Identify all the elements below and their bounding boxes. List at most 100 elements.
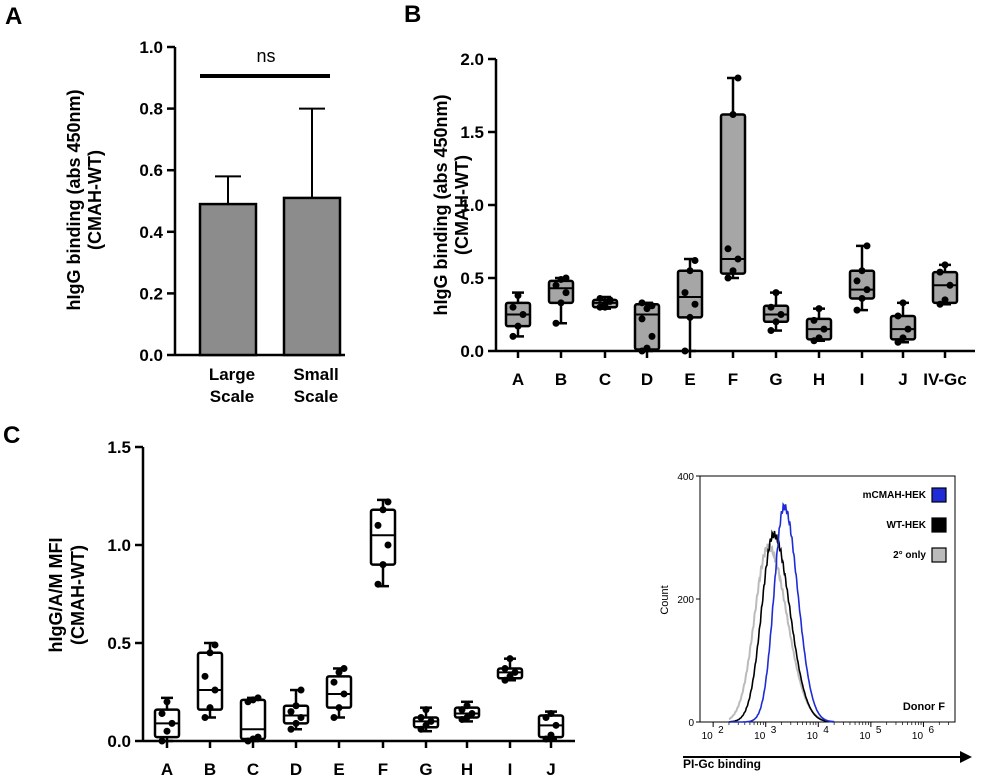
panel-c-data-point	[330, 713, 338, 721]
panel-c-category-label: A	[161, 760, 173, 778]
panel-a-ytick-label: 1.0	[139, 38, 163, 57]
panel-c-data-point	[201, 672, 209, 680]
panel-c-ytick-label: 0.5	[107, 634, 131, 653]
histogram-donor-label: Donor F	[903, 701, 945, 713]
panel-c-category-label: J	[546, 760, 555, 778]
histogram-arrow-head	[960, 751, 972, 763]
histogram-xtick-label: 10	[702, 731, 714, 742]
panel-a-bar	[198, 202, 258, 357]
panel-c-data-point	[547, 710, 555, 718]
panel-c-ytick-label: 1.5	[107, 438, 131, 457]
panel-a-chart: hIgG binding (abs 450nm) (CMAH-WT) ns 0.…	[64, 38, 345, 406]
histogram-legend-label: mCMAH-HEK	[863, 490, 927, 501]
panel-b-data-point	[815, 334, 823, 342]
panel-c-data-point	[340, 690, 348, 698]
panel-c-data-point	[427, 717, 435, 725]
panel-c-ylabel-2: (CMAH-WT)	[68, 545, 88, 645]
histogram-xtick-exponent: 6	[928, 725, 934, 736]
histogram-series-line	[728, 529, 835, 723]
panel-c-data-point	[206, 649, 214, 657]
panel-b-data-point	[820, 325, 828, 333]
panel-c-data-point	[211, 641, 219, 649]
panel-c-data-point	[506, 655, 514, 663]
panel-c-category-label: F	[378, 760, 388, 778]
panel-b-category-label: IV-Gc	[923, 370, 966, 389]
panel-b-data-point	[562, 274, 570, 282]
panel-c-data-point	[158, 710, 166, 718]
panel-a-ytick-label: 0.2	[139, 284, 163, 303]
histogram-xtick-exponent: 5	[876, 725, 882, 736]
panel-c-data-point	[417, 725, 425, 733]
panel-c-data-point	[158, 737, 166, 745]
panel-b-data-point	[734, 74, 742, 82]
panel-b-ytick-label: 1.0	[460, 196, 484, 215]
panel-b-category-label: G	[769, 370, 782, 389]
panel-c-data-point	[468, 710, 476, 718]
panel-b-ylabel-1: hIgG binding (abs 450nm)	[431, 94, 451, 315]
panel-c-data-point	[422, 706, 430, 714]
panel-b-data-point	[767, 303, 775, 311]
histogram-xtick-exponent: 4	[823, 725, 829, 736]
panel-a-ytick-label: 0.4	[139, 223, 163, 242]
panel-letter-b: B	[404, 1, 421, 28]
panel-c-category-label: D	[290, 760, 302, 778]
panel-c-category-label: E	[333, 760, 344, 778]
panel-b-data-point	[686, 313, 694, 321]
panel-b-data-point	[899, 299, 907, 307]
panel-a-bar	[282, 196, 342, 357]
panel-b-ylabel-2: (CMAH-WT)	[452, 155, 472, 255]
panel-c-data-point	[254, 733, 262, 741]
panel-c-data-point	[168, 719, 176, 727]
panel-c-data-point	[384, 498, 392, 506]
panel-c-data-point	[542, 713, 550, 721]
panel-c-data-point	[292, 719, 300, 727]
panel-b-data-point	[606, 296, 614, 304]
panel-c-data-point	[463, 713, 471, 721]
panel-b-data-point	[777, 311, 785, 318]
histogram-xtick-exponent: 3	[771, 725, 777, 736]
panel-b-data-point	[853, 306, 861, 314]
panel-c-data-point	[374, 521, 382, 529]
panel-b-data-point	[863, 242, 871, 250]
panel-c-data-point	[547, 731, 555, 739]
panel-b-data-point	[858, 294, 866, 302]
panel-b-data-point	[638, 315, 646, 323]
histogram-ytick-label: 200	[677, 595, 694, 606]
panel-b-box	[848, 269, 876, 300]
histogram-ytick-label: 400	[677, 472, 694, 483]
panel-b-data-point	[767, 327, 775, 335]
panel-b-data-point	[904, 325, 912, 333]
panel-a-category-label: Scale	[294, 387, 338, 406]
panel-b-data-point	[601, 303, 609, 311]
panel-b-category-label: H	[813, 370, 825, 389]
panel-b-data-point	[643, 344, 651, 352]
panel-b-data-point	[552, 281, 560, 289]
panel-c-data-point	[384, 541, 392, 549]
histogram-chart: Count PI-Gc binding Donor F 0 200 400 10 2 10…	[659, 472, 972, 771]
panel-c-data-point	[335, 668, 343, 676]
panel-c-data-point	[163, 727, 171, 735]
histogram-frame	[699, 475, 956, 723]
panel-b-data-point	[596, 294, 604, 302]
panel-c-chart: hIgG/A/M MFI (CMAH-WT) 0.0 0.5 1.0 1.5 A B C D E…	[46, 438, 575, 778]
panel-b-box	[719, 113, 747, 275]
panel-a-category-label: Small	[293, 365, 338, 384]
panel-b-data-point	[772, 318, 780, 326]
panel-c-data-point	[297, 686, 305, 694]
panel-b-ytick-label: 0.5	[460, 269, 484, 288]
panel-a-ns-label: ns	[256, 46, 275, 66]
panel-a-category-label: Scale	[210, 387, 254, 406]
panel-c-data-point	[206, 704, 214, 712]
panel-b-data-point	[894, 338, 902, 346]
panel-c-data-point	[201, 713, 209, 721]
panel-b-data-point	[648, 302, 656, 310]
panel-c-data-point	[297, 713, 305, 721]
panel-b-data-point	[648, 332, 656, 340]
panel-b-ytick-label: 2.0	[460, 50, 484, 69]
panel-b-data-point	[724, 245, 732, 253]
panel-c-data-point	[292, 702, 300, 710]
histogram-legend-swatch	[931, 487, 947, 503]
panel-c-data-point	[506, 672, 514, 680]
panel-b-ytick-label: 1.5	[460, 123, 484, 142]
